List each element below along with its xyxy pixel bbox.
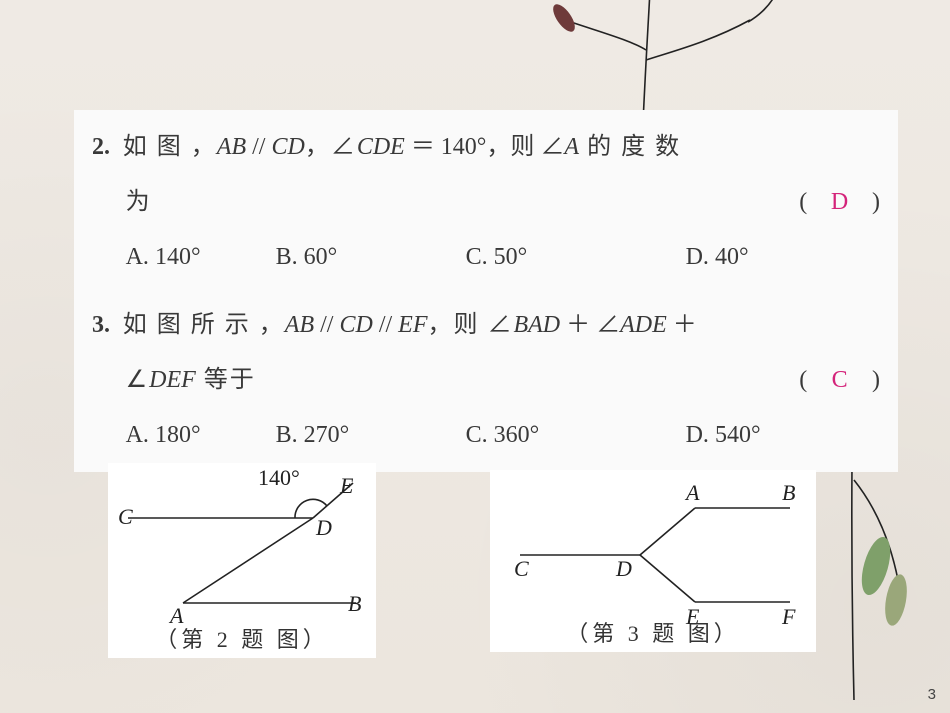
question-3-text: 3. 如 图 所 示 ，AB // CD // EF，则 ∠BAD ＋ ∠ADE… xyxy=(92,298,880,464)
q3-answer-paren: ( C ) xyxy=(799,353,880,408)
q3-t1: 如 图 所 示 ， xyxy=(123,312,285,338)
q3-options: A. 180° B. 270° C. 360° D. 540° xyxy=(92,408,880,463)
q3-line2-lead: ∠DEF 等于 xyxy=(126,353,256,408)
q2-ab: AB xyxy=(217,134,246,160)
q2-cde: CDE xyxy=(357,134,405,160)
q2-option-a: A. 140° xyxy=(126,230,276,285)
q3-ef: EF xyxy=(398,312,427,338)
q3-option-d: D. 540° xyxy=(686,408,826,463)
figure-q3-caption: （第 3 题 图） xyxy=(490,616,816,648)
page-number: 3 xyxy=(928,686,936,703)
q3-answer: C xyxy=(813,353,866,408)
fig3-label-A: A xyxy=(684,480,700,505)
q2-t1: 如 图 ， xyxy=(123,134,217,160)
fig2-label-C: C xyxy=(118,504,133,529)
figure-q2: 140° E C D A B （第 2 题 图） xyxy=(108,463,376,658)
figure-q3: A B C D E F （第 3 题 图） xyxy=(490,470,816,652)
figure-q2-caption: （第 2 题 图） xyxy=(108,622,376,654)
q3-option-a: A. 180° xyxy=(126,408,276,463)
fig2-label-D: D xyxy=(315,515,332,540)
q3-ade: ADE xyxy=(620,312,667,338)
q3-def: DEF xyxy=(149,367,196,393)
q2-answer-paren: ( D ) xyxy=(799,175,880,230)
q3-option-b: B. 270° xyxy=(276,408,466,463)
fig2-label-B: B xyxy=(348,591,361,616)
q2-number: 2. xyxy=(92,134,110,160)
q2-cd: CD xyxy=(271,134,304,160)
q3-cd: CD xyxy=(339,312,372,338)
q3-bad: BAD xyxy=(513,312,560,338)
q2-answer: D xyxy=(813,175,866,230)
question-2-text: 2. 如 图 ，AB // CD，∠CDE ＝ 140°，则 ∠A 的 度 数 … xyxy=(92,120,880,286)
q3-option-c: C. 360° xyxy=(466,408,686,463)
q2-option-d: D. 40° xyxy=(686,230,826,285)
question-3-block: 3. 如 图 所 示 ，AB // CD // EF，则 ∠BAD ＋ ∠ADE… xyxy=(74,288,898,472)
q2-option-b: B. 60° xyxy=(276,230,466,285)
q2-option-c: C. 50° xyxy=(466,230,686,285)
question-2-block: 2. 如 图 ，AB // CD，∠CDE ＝ 140°，则 ∠A 的 度 数 … xyxy=(74,110,898,294)
fig2-angle-label: 140° xyxy=(258,465,300,490)
q2-eq: ＝ 140°，则 ∠ xyxy=(405,134,565,160)
q3-ab: AB xyxy=(285,312,314,338)
fig2-label-E: E xyxy=(339,473,354,498)
q2-par1: // xyxy=(246,134,271,160)
q2-t3: 的 度 数 xyxy=(579,134,681,160)
fig3-label-C: C xyxy=(514,556,529,581)
q2-t2: ，∠ xyxy=(305,134,357,160)
q2-a: A xyxy=(564,134,579,160)
q2-line2-lead: 为 xyxy=(126,175,152,230)
q3-number: 3. xyxy=(92,312,110,338)
q2-options: A. 140° B. 60° C. 50° D. 40° xyxy=(92,230,880,285)
fig3-label-D: D xyxy=(615,556,632,581)
fig3-label-B: B xyxy=(782,480,795,505)
